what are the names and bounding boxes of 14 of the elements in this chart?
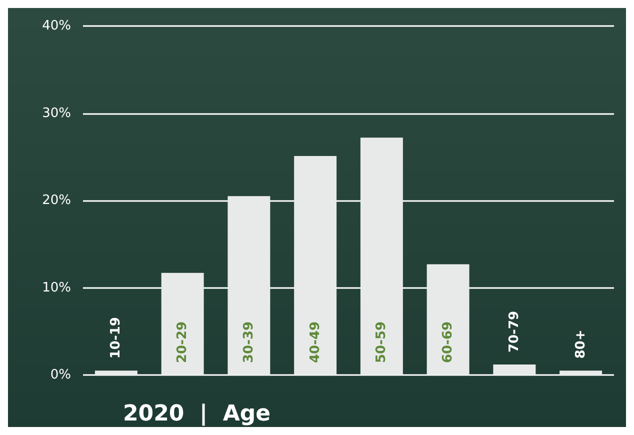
x-tick-label: 20-29: [175, 321, 190, 363]
x-axis-title: 2020 | Age: [123, 402, 271, 426]
y-tick-label: 30%: [42, 106, 71, 121]
x-tick-label: 50-59: [374, 321, 390, 363]
y-tick-label: 10%: [42, 280, 71, 296]
x-tick-label: 80+: [573, 330, 588, 359]
x-tick-label: 30-39: [241, 321, 256, 363]
x-tick-label: 10-19: [108, 317, 124, 359]
x-tick-label: 60-69: [440, 321, 456, 363]
y-tick-label: 20%: [42, 193, 71, 208]
y-tick-label: 40%: [42, 18, 71, 34]
x-tick-label: 70-79: [506, 310, 522, 353]
x-tick-label: 40-49: [308, 321, 323, 363]
y-tick-label: 0%: [50, 368, 71, 382]
